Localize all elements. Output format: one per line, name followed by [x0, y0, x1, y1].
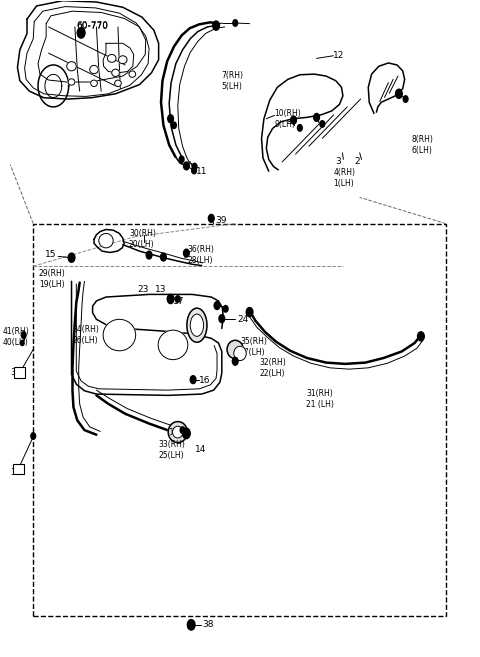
- Circle shape: [320, 121, 324, 127]
- Ellipse shape: [91, 80, 97, 87]
- Circle shape: [168, 115, 173, 123]
- Circle shape: [183, 249, 189, 257]
- Text: 2: 2: [354, 157, 360, 166]
- Circle shape: [208, 214, 214, 222]
- Circle shape: [31, 433, 36, 440]
- Text: 14: 14: [194, 445, 206, 454]
- Circle shape: [146, 251, 152, 259]
- Circle shape: [396, 89, 402, 99]
- Circle shape: [223, 306, 228, 312]
- Text: 60-770: 60-770: [76, 22, 108, 32]
- Ellipse shape: [129, 71, 136, 78]
- Circle shape: [298, 125, 302, 131]
- Ellipse shape: [187, 308, 207, 342]
- Ellipse shape: [168, 422, 187, 443]
- Circle shape: [182, 428, 190, 439]
- Circle shape: [179, 156, 184, 163]
- Circle shape: [68, 253, 75, 262]
- Ellipse shape: [158, 330, 188, 359]
- Ellipse shape: [172, 426, 183, 438]
- Text: 35(RH)
27(LH): 35(RH) 27(LH): [240, 337, 267, 357]
- Text: 38: 38: [203, 620, 214, 629]
- Circle shape: [180, 427, 185, 434]
- Ellipse shape: [227, 340, 243, 359]
- Circle shape: [418, 332, 424, 341]
- Ellipse shape: [190, 314, 204, 336]
- Text: 18: 18: [169, 428, 180, 437]
- Circle shape: [233, 20, 238, 26]
- Text: 30(RH)
20(LH): 30(RH) 20(LH): [129, 229, 156, 250]
- Text: 34(RH)
26(LH): 34(RH) 26(LH): [72, 325, 99, 345]
- Ellipse shape: [119, 56, 127, 64]
- Circle shape: [167, 294, 174, 304]
- Circle shape: [77, 28, 85, 38]
- Circle shape: [291, 116, 297, 124]
- Text: 8(RH)
6(LH): 8(RH) 6(LH): [411, 135, 433, 155]
- Text: 4(RH)
1(LH): 4(RH) 1(LH): [333, 168, 355, 188]
- Text: 17: 17: [173, 297, 184, 306]
- Circle shape: [213, 21, 219, 30]
- Circle shape: [183, 162, 189, 170]
- Circle shape: [77, 28, 85, 38]
- Text: 32(RH)
22(LH): 32(RH) 22(LH): [259, 358, 286, 378]
- Text: 37: 37: [10, 368, 22, 377]
- Text: 11: 11: [196, 167, 207, 175]
- Text: 3: 3: [336, 157, 341, 166]
- Circle shape: [232, 357, 238, 365]
- Text: 12: 12: [333, 51, 345, 60]
- Circle shape: [314, 114, 320, 122]
- Text: 24: 24: [237, 315, 248, 324]
- Bar: [33, 223, 446, 616]
- Bar: [14, 367, 24, 378]
- Text: 7(RH)
5(LH): 7(RH) 5(LH): [222, 71, 244, 91]
- Circle shape: [190, 376, 196, 384]
- Text: 29(RH)
19(LH): 29(RH) 19(LH): [39, 269, 66, 289]
- Circle shape: [175, 296, 180, 302]
- Text: 10(RH)
9(LH): 10(RH) 9(LH): [275, 108, 301, 129]
- Text: 23: 23: [137, 284, 148, 294]
- Text: 16: 16: [199, 376, 211, 386]
- Text: 39: 39: [215, 215, 227, 225]
- Circle shape: [160, 253, 166, 261]
- Bar: [13, 464, 24, 474]
- Circle shape: [187, 620, 195, 630]
- Circle shape: [21, 332, 26, 338]
- Text: 36(RH)
28(LH): 36(RH) 28(LH): [187, 245, 214, 265]
- Circle shape: [403, 96, 408, 102]
- Text: 38: 38: [10, 468, 22, 477]
- Text: 60-770: 60-770: [76, 21, 108, 30]
- Circle shape: [192, 168, 196, 173]
- Ellipse shape: [108, 55, 116, 62]
- Text: 13: 13: [155, 284, 166, 294]
- Circle shape: [214, 302, 220, 309]
- Text: 31(RH)
21 (LH): 31(RH) 21 (LH): [306, 389, 334, 409]
- Circle shape: [171, 122, 176, 129]
- Ellipse shape: [112, 69, 120, 76]
- Ellipse shape: [103, 319, 136, 351]
- Text: 33(RH)
25(LH): 33(RH) 25(LH): [158, 440, 185, 460]
- Ellipse shape: [115, 80, 121, 87]
- Text: 41(RH)
40(LH): 41(RH) 40(LH): [3, 327, 30, 347]
- Circle shape: [246, 307, 253, 317]
- Text: 15: 15: [45, 250, 57, 259]
- Ellipse shape: [68, 79, 75, 85]
- Circle shape: [192, 164, 197, 170]
- Circle shape: [20, 340, 24, 346]
- Ellipse shape: [90, 66, 98, 74]
- Ellipse shape: [67, 62, 76, 71]
- Ellipse shape: [234, 346, 246, 361]
- Circle shape: [219, 315, 225, 323]
- Ellipse shape: [99, 233, 113, 248]
